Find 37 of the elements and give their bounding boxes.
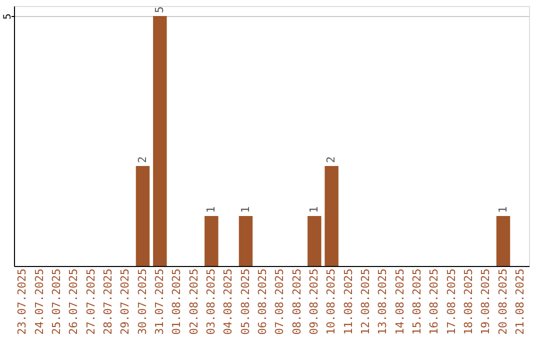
x-tick-label: 28.07.2025 bbox=[101, 268, 114, 335]
data-label: 1 bbox=[238, 206, 252, 213]
x-tick-label: 17.08.2025 bbox=[444, 268, 458, 335]
x-tick-label: 01.08.2025 bbox=[170, 268, 184, 335]
x-tick-label: 04.08.2025 bbox=[222, 268, 235, 335]
x-tick-label: 26.07.2025 bbox=[67, 268, 80, 335]
x-tick-label: 14.08.2025 bbox=[393, 268, 406, 335]
x-tick-label: 11.08.2025 bbox=[342, 268, 355, 335]
data-label: 2 bbox=[136, 156, 149, 163]
x-tick-label: 24.07.2025 bbox=[32, 268, 46, 335]
x-tick-label: 09.08.2025 bbox=[307, 268, 320, 335]
data-label: 1 bbox=[204, 206, 218, 213]
x-tick-label: 06.08.2025 bbox=[256, 268, 269, 335]
x-tick-label: 18.08.2025 bbox=[462, 268, 475, 335]
x-tick-label: 19.08.2025 bbox=[479, 268, 492, 335]
x-tick-label: 10.08.2025 bbox=[324, 268, 338, 335]
x-tick-label: 25.07.2025 bbox=[50, 268, 63, 335]
x-tick-label: 05.08.2025 bbox=[238, 268, 252, 335]
x-tick-label: 30.07.2025 bbox=[136, 268, 149, 335]
data-label: 1 bbox=[307, 206, 320, 213]
x-tick-label: 13.08.2025 bbox=[376, 268, 390, 335]
x-tick-label: 27.07.2025 bbox=[84, 268, 98, 335]
data-label: 1 bbox=[496, 206, 510, 213]
data-label: 5 bbox=[152, 6, 166, 13]
x-tick-label: 31.07.2025 bbox=[152, 268, 166, 335]
x-tick-label: 12.08.2025 bbox=[358, 268, 372, 335]
x-tick-label: 03.08.2025 bbox=[204, 268, 218, 335]
x-tick-label: 07.08.2025 bbox=[273, 268, 286, 335]
x-tick-label: 08.08.2025 bbox=[290, 268, 304, 335]
x-tick-label: 02.08.2025 bbox=[187, 268, 200, 335]
x-tick-label: 21.08.2025 bbox=[513, 268, 526, 335]
x-tick-label: 23.07.2025 bbox=[16, 268, 29, 335]
x-tick-label: 29.07.2025 bbox=[118, 268, 132, 335]
x-tick-label: 20.08.2025 bbox=[496, 268, 510, 335]
x-tick-label: 16.08.2025 bbox=[428, 268, 441, 335]
x-tick-label: 15.08.2025 bbox=[410, 268, 424, 335]
data-label: 2 bbox=[324, 156, 338, 163]
